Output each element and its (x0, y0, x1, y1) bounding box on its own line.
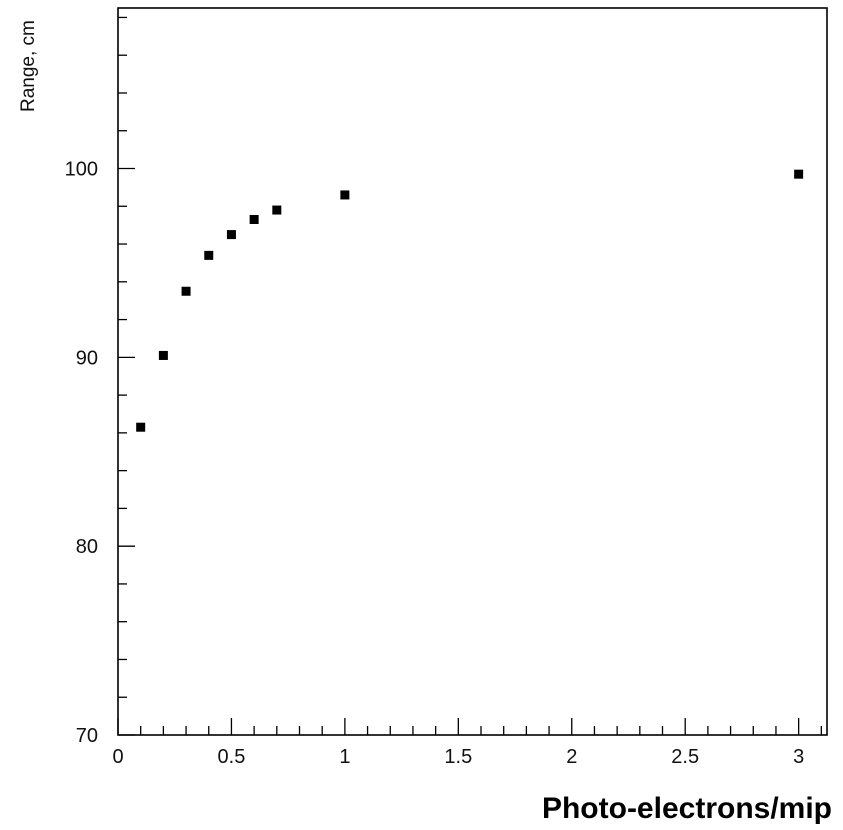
x-axis-ticks (117, 718, 822, 735)
y-axis-tick-labels: 70 80 90 100 (65, 159, 98, 747)
x-axis-label: Photo-electrons/mip (542, 792, 832, 825)
y-tick-label: 80 (76, 536, 98, 558)
data-point (272, 205, 282, 215)
x-tick-label: 2 (566, 746, 577, 768)
y-axis-ticks (118, 16, 135, 736)
y-tick-label: 70 (76, 725, 98, 747)
data-point (226, 230, 236, 240)
data-point (794, 169, 804, 179)
y-tick-label: 100 (65, 159, 98, 181)
x-tick-label: 1.5 (444, 746, 472, 768)
data-point (340, 190, 350, 200)
x-tick-label: 2.5 (671, 746, 699, 768)
data-point (249, 214, 259, 224)
data-point (136, 422, 146, 432)
y-tick-label: 90 (76, 347, 98, 369)
x-tick-label: 0.5 (218, 746, 246, 768)
data-point (204, 250, 214, 260)
x-tick-label: 1 (339, 746, 350, 768)
plot-frame (117, 7, 828, 736)
data-point (181, 286, 191, 296)
x-tick-label: 3 (793, 746, 804, 768)
x-tick-label: 0 (112, 746, 123, 768)
data-points (136, 169, 804, 432)
data-point (158, 350, 168, 360)
x-axis-tick-labels: 0 0.5 1 1.5 2 2.5 3 (112, 746, 804, 768)
y-axis-label: Range, cm (18, 20, 39, 112)
